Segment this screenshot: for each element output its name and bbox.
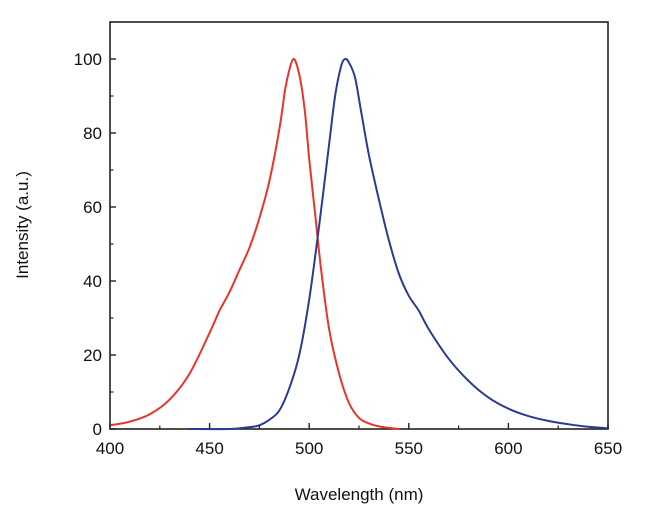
y-tick-label: 0 — [93, 420, 102, 439]
y-tick-label: 100 — [74, 50, 102, 69]
x-tick-label: 650 — [594, 439, 622, 458]
y-axis-title: Intensity (a.u.) — [13, 171, 32, 279]
x-tick-label: 550 — [395, 439, 423, 458]
x-tick-label: 600 — [494, 439, 522, 458]
x-axis-title: Wavelength (nm) — [295, 485, 424, 504]
y-tick-label: 20 — [83, 346, 102, 365]
series-line-1 — [109, 57, 400, 430]
plot-frame — [109, 21, 609, 430]
y-axis-ticks: 0 20 40 60 80 100 — [74, 21, 116, 439]
series-line-2 — [188, 57, 609, 431]
curves-layer — [109, 57, 609, 431]
x-tick-label: 500 — [295, 439, 323, 458]
x-axis-ticks: 400 450 500 550 600 650 — [96, 423, 622, 458]
y-tick-label: 40 — [83, 272, 102, 291]
y-tick-label: 80 — [83, 124, 102, 143]
x-tick-label: 400 — [96, 439, 124, 458]
x-tick-label: 450 — [195, 439, 223, 458]
y-tick-label: 60 — [83, 198, 102, 217]
